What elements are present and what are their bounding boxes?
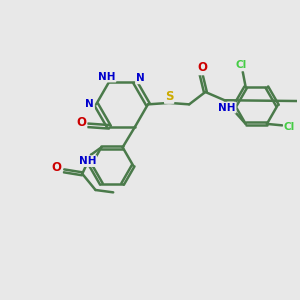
Text: Cl: Cl: [284, 122, 295, 132]
Text: O: O: [197, 61, 207, 74]
Text: O: O: [52, 161, 62, 174]
Text: NH: NH: [218, 103, 236, 112]
Text: NH: NH: [98, 72, 116, 82]
Text: NH: NH: [79, 156, 96, 166]
Text: O: O: [76, 116, 86, 130]
Text: Cl: Cl: [236, 60, 247, 70]
Text: S: S: [165, 90, 173, 103]
Text: N: N: [136, 74, 145, 83]
Text: N: N: [85, 99, 94, 110]
